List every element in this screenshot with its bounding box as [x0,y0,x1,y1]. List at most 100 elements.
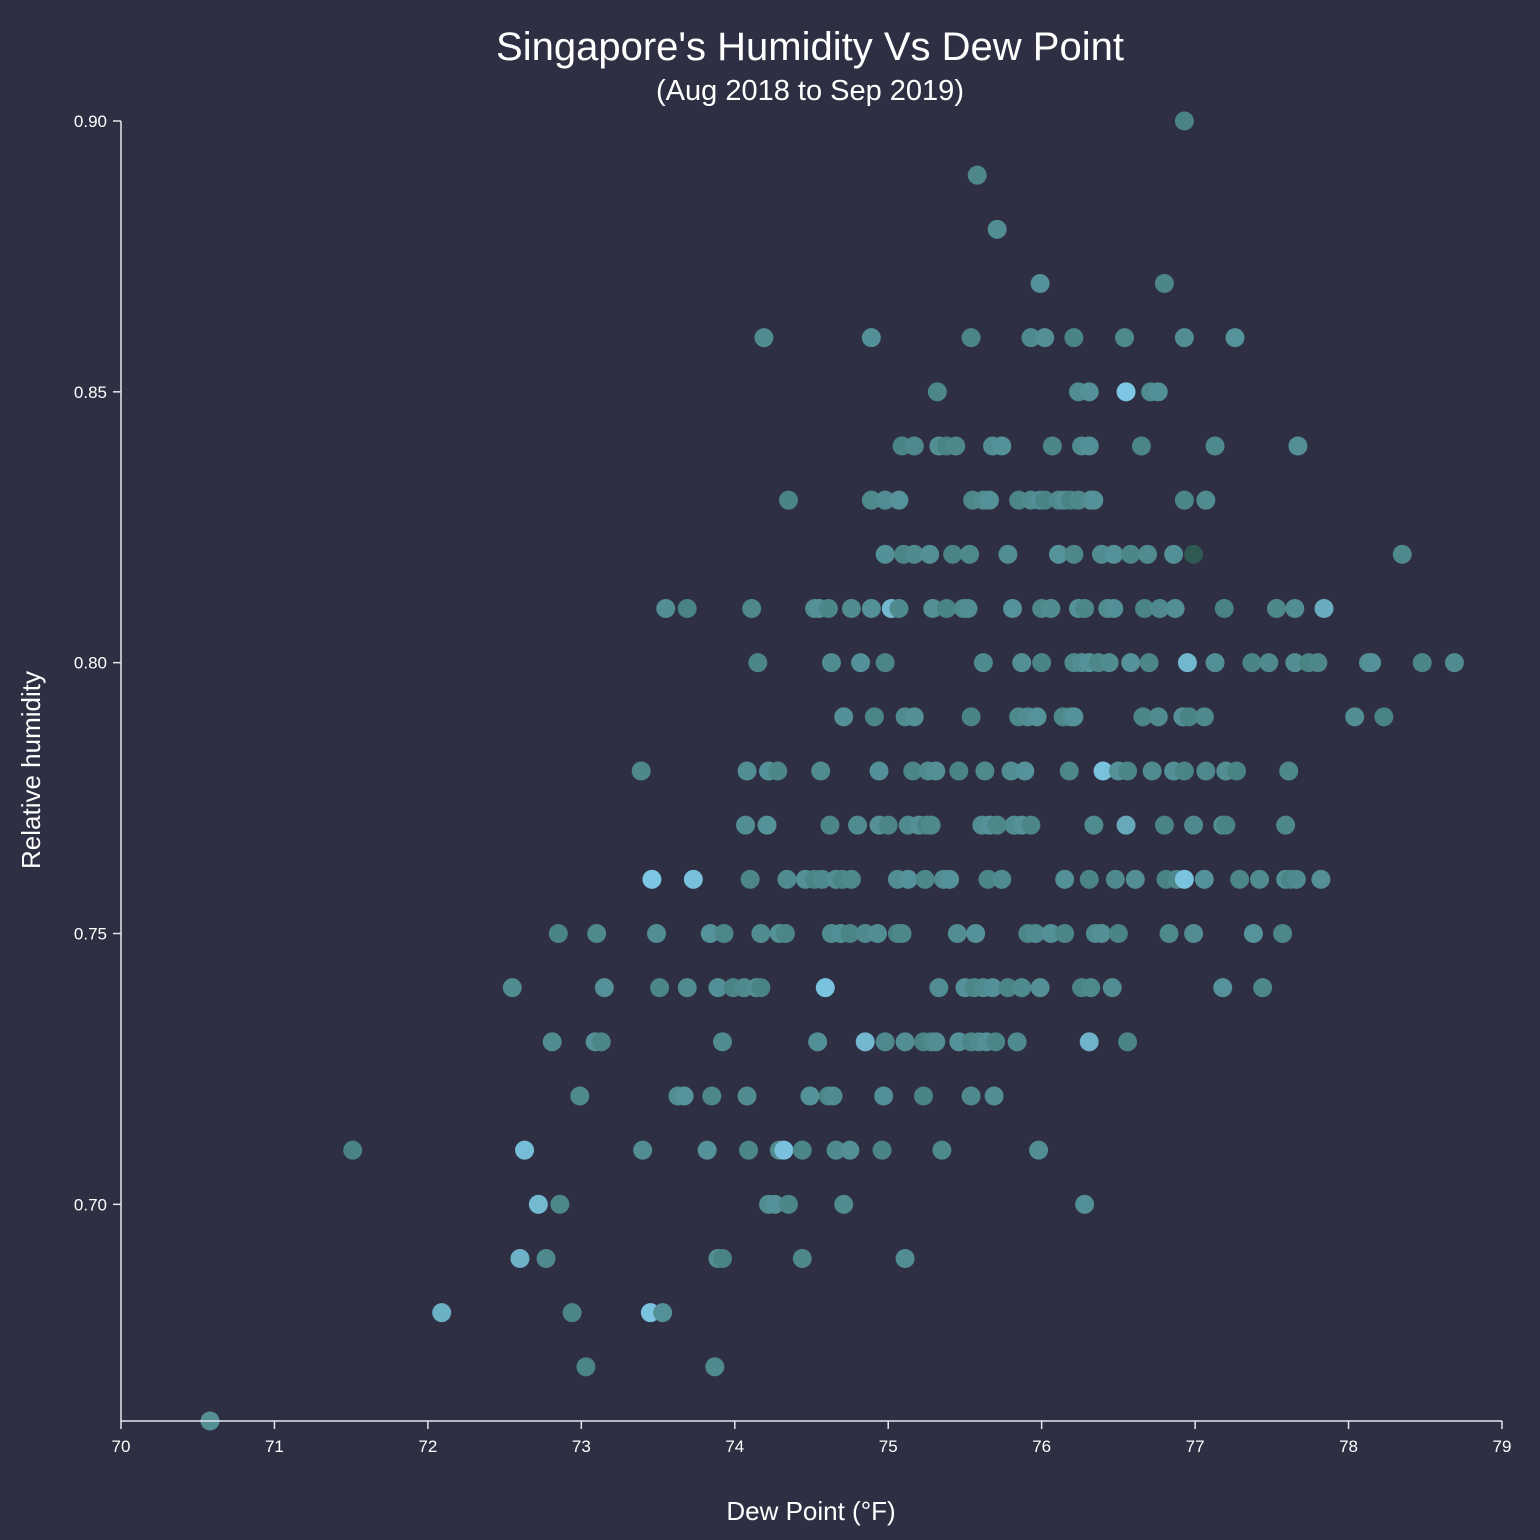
data-point [713,1032,733,1052]
data-point [975,761,995,781]
data-point [1266,599,1286,618]
data-point [677,978,697,998]
data-point [1374,707,1394,727]
data-point [926,1032,946,1052]
data-point [1174,761,1194,781]
data-point [1116,382,1136,402]
data-point [768,761,788,781]
data-point [961,1086,981,1106]
data-point [1148,707,1168,727]
y-tick-label: 0.70 [74,1195,107,1214]
data-point [674,1086,694,1106]
data-point [904,544,924,564]
data-point [1174,490,1194,510]
data-point [998,544,1018,564]
data-point [739,1140,759,1160]
data-point [742,599,762,618]
data-point [979,490,999,510]
data-point [861,490,881,510]
data-point [736,815,756,835]
data-point [986,1032,1006,1052]
data-point [1273,924,1293,943]
data-point [777,869,797,889]
data-point [1055,924,1075,943]
data-point [889,599,909,618]
data-point [1412,653,1432,673]
data-point [992,436,1012,456]
data-point [1279,761,1299,781]
data-point [647,924,667,943]
data-point [1075,599,1095,618]
data-point [1030,274,1050,293]
data-point [1216,815,1236,835]
x-axis-ticks: 70 71 72 73 74 75 76 77 78 79 [112,1421,1512,1456]
data-point [1131,436,1151,456]
data-point [992,869,1012,889]
data-point [1093,761,1113,781]
data-point [757,815,777,835]
x-tick-label: 79 [1493,1437,1512,1456]
data-point [1285,653,1305,673]
data-point [751,924,771,943]
data-point [921,815,941,835]
data-point [1026,924,1046,943]
y-axis-ticks: 0.70 0.75 0.80 0.85 0.90 [74,112,121,1214]
data-point [869,761,889,781]
data-point [1064,328,1084,348]
data-point [713,1249,733,1268]
data-point [587,924,607,943]
data-point [875,1032,895,1052]
data-point [702,1086,722,1106]
data-point [1174,328,1194,348]
data-point [1285,599,1305,618]
data-point [949,761,969,781]
data-point [1253,978,1273,998]
y-tick-label: 0.85 [74,383,107,402]
data-point [1108,924,1128,943]
data-point [1148,382,1168,402]
data-point [1138,544,1158,564]
data-point [1184,924,1204,943]
data-point [1125,869,1145,889]
data-point [841,599,861,618]
data-point [1205,653,1225,673]
data-point [550,1194,570,1214]
data-point [1079,869,1099,889]
data-point [1064,707,1084,727]
data-point [1165,599,1185,618]
data-point [343,1140,363,1160]
data-point [929,978,949,998]
data-point [811,761,831,781]
data-point [1030,978,1050,998]
data-point [1194,869,1214,889]
data-point [914,1086,934,1106]
data-point [1164,544,1184,564]
data-point [594,978,614,998]
data-point [1035,328,1055,348]
data-point [1288,436,1308,456]
data-point [1142,761,1162,781]
data-point [1029,1140,1049,1160]
data-point [958,599,978,618]
data-point [1259,653,1279,673]
data-point [940,869,960,889]
data-point [932,1140,952,1160]
data-point [820,815,840,835]
data-point [973,653,993,673]
data-point [875,653,895,673]
data-point [920,544,940,564]
data-point [515,1140,535,1160]
data-point [1064,544,1084,564]
data-point [987,815,1007,835]
data-point [1003,599,1023,618]
data-point [1177,653,1197,673]
data-point [1027,707,1047,727]
data-point [967,165,987,185]
data-point [754,328,774,348]
data-point [737,761,757,781]
data-point [1049,544,1069,564]
data-point [1392,544,1412,564]
data-point [1081,978,1101,998]
x-tick-label: 70 [112,1437,131,1456]
